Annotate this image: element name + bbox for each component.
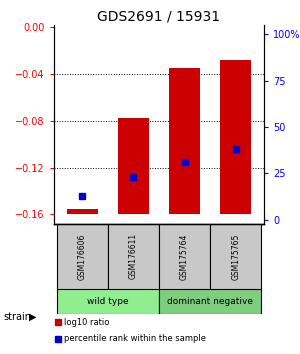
Text: dominant negative: dominant negative: [167, 297, 253, 306]
Bar: [210, 224, 261, 289]
Bar: [220, 60, 251, 215]
Text: strain: strain: [3, 312, 31, 322]
Text: GSM175764: GSM175764: [180, 233, 189, 280]
Text: log10 ratio: log10 ratio: [64, 318, 110, 327]
Bar: [118, 119, 149, 215]
Title: GDS2691 / 15931: GDS2691 / 15931: [98, 10, 220, 24]
Text: GSM175765: GSM175765: [231, 233, 240, 280]
Bar: [169, 68, 200, 215]
Text: ▶: ▶: [28, 312, 36, 322]
Bar: [57, 289, 159, 314]
Text: GSM176606: GSM176606: [78, 233, 87, 280]
Bar: [108, 224, 159, 289]
Bar: [159, 224, 210, 289]
Bar: [159, 289, 261, 314]
Text: wild type: wild type: [87, 297, 129, 306]
Bar: [67, 209, 98, 215]
Text: percentile rank within the sample: percentile rank within the sample: [64, 334, 206, 343]
Bar: [57, 224, 108, 289]
Text: GSM176611: GSM176611: [129, 233, 138, 280]
